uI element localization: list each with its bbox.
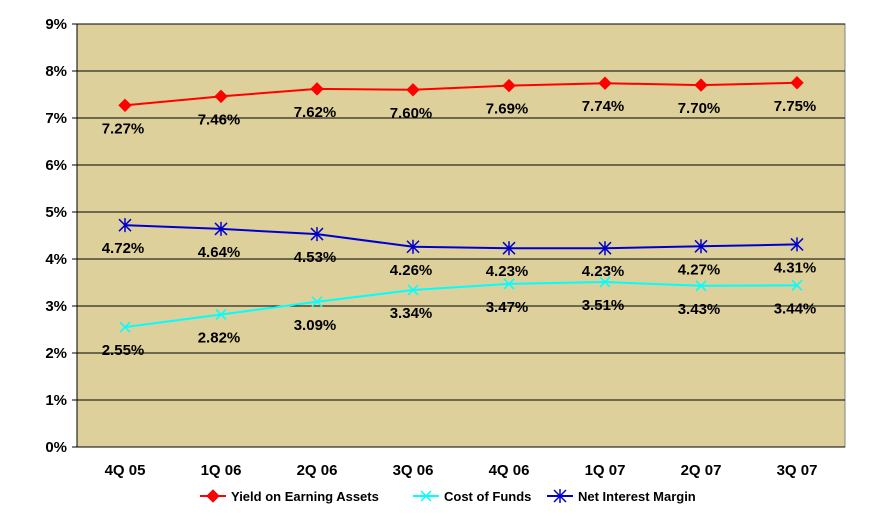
y-tick-label: 9% (45, 16, 67, 33)
x-tick-label: 3Q 06 (393, 462, 434, 479)
legend-label: Net Interest Margin (578, 489, 696, 504)
y-tick-label: 3% (45, 298, 67, 315)
data-point-marker (118, 218, 132, 233)
data-label: 4.23% (486, 263, 529, 280)
data-label: 7.74% (582, 98, 625, 115)
data-point-marker (790, 76, 804, 90)
data-point-marker (502, 78, 516, 93)
data-point-marker (406, 239, 420, 254)
y-tick-label: 2% (45, 345, 67, 362)
data-point-marker (215, 308, 227, 320)
data-point-marker (502, 241, 516, 256)
data-point-marker (206, 489, 220, 503)
y-tick-label: 4% (45, 251, 67, 268)
legend-item: Cost of Funds (413, 489, 531, 504)
x-tick-label: 3Q 07 (777, 462, 818, 479)
data-point-marker (694, 239, 708, 254)
x-tick-label: 1Q 07 (585, 462, 626, 479)
legend-item: Net Interest Margin (547, 489, 696, 504)
data-label: 3.44% (774, 300, 817, 317)
data-point-marker (694, 78, 708, 92)
data-label: 4.64% (198, 244, 241, 261)
data-label: 3.34% (390, 305, 433, 322)
y-tick-label: 0% (45, 439, 67, 456)
y-tick-label: 5% (45, 204, 67, 221)
data-point-marker (790, 237, 804, 252)
data-point-marker (599, 276, 611, 288)
y-tick-label: 1% (45, 392, 67, 409)
data-label: 4.26% (390, 262, 433, 279)
data-label: 7.69% (486, 101, 529, 118)
data-point-marker (598, 241, 612, 256)
gridlines (72, 23, 845, 448)
data-label: 7.27% (102, 120, 145, 137)
data-label: 4.53% (294, 249, 337, 266)
data-point-marker (406, 83, 420, 97)
data-point-marker (214, 221, 228, 236)
x-tick-label: 2Q 06 (297, 462, 338, 479)
data-point-marker (310, 227, 324, 242)
data-label: 3.09% (294, 317, 337, 334)
data-label: 4.72% (102, 240, 145, 257)
plot-area (76, 23, 846, 448)
legend: Yield on Earning Assets Cost of Funds Net … (200, 489, 696, 504)
data-label: 2.55% (102, 342, 145, 359)
data-label: 4.31% (774, 259, 817, 276)
legend-label: Yield on Earning Assets (231, 489, 379, 504)
data-point-marker (119, 321, 131, 333)
data-label: 7.62% (294, 104, 337, 121)
data-point-marker (503, 278, 515, 290)
x-tick-label: 4Q 05 (105, 462, 146, 479)
data-point-marker (695, 280, 707, 292)
data-point-marker (311, 296, 323, 308)
data-label: 7.75% (774, 98, 817, 115)
x-tick-label: 2Q 07 (681, 462, 722, 479)
series-line (124, 281, 798, 329)
data-label: 7.60% (390, 105, 433, 122)
data-point-marker (310, 82, 324, 96)
data-label: 2.82% (198, 329, 241, 346)
data-point-marker (598, 76, 612, 90)
x-axis-tick-labels: 4Q 05 1Q 06 2Q 06 3Q 06 4Q 06 1Q 07 2Q 07 3Q 07 (105, 462, 818, 479)
data-point-marker (553, 489, 567, 503)
y-tick-label: 7% (45, 110, 67, 127)
data-label: 7.70% (678, 100, 721, 117)
x-tick-label: 4Q 06 (489, 462, 530, 479)
y-axis-tick-labels: 0% 1% 2% 3% 4% 5% 6% 7% 8% 9% (45, 16, 67, 456)
legend-label: Cost of Funds (444, 489, 531, 504)
series-line (124, 81, 798, 107)
data-label: 3.43% (678, 301, 721, 318)
series-line (124, 224, 798, 250)
data-point-marker (214, 89, 228, 104)
data-labels: 7.27% 7.46% 7.62% 7.60% 7.69% 7.74% 7.70% 7.75%… (102, 98, 817, 359)
data-point-marker (407, 284, 419, 296)
data-label: 7.46% (198, 111, 241, 128)
data-point-marker (791, 279, 803, 291)
data-label: 3.51% (582, 297, 625, 314)
legend-item: Yield on Earning Assets (200, 489, 379, 504)
data-point-marker (420, 490, 432, 502)
data-label: 4.27% (678, 261, 721, 278)
x-tick-label: 1Q 06 (201, 462, 242, 479)
y-tick-label: 6% (45, 157, 67, 174)
y-tick-label: 8% (45, 63, 67, 80)
series-group (118, 76, 804, 333)
data-label: 3.47% (486, 299, 529, 316)
data-point-marker (118, 98, 132, 113)
data-label: 4.23% (582, 263, 625, 280)
